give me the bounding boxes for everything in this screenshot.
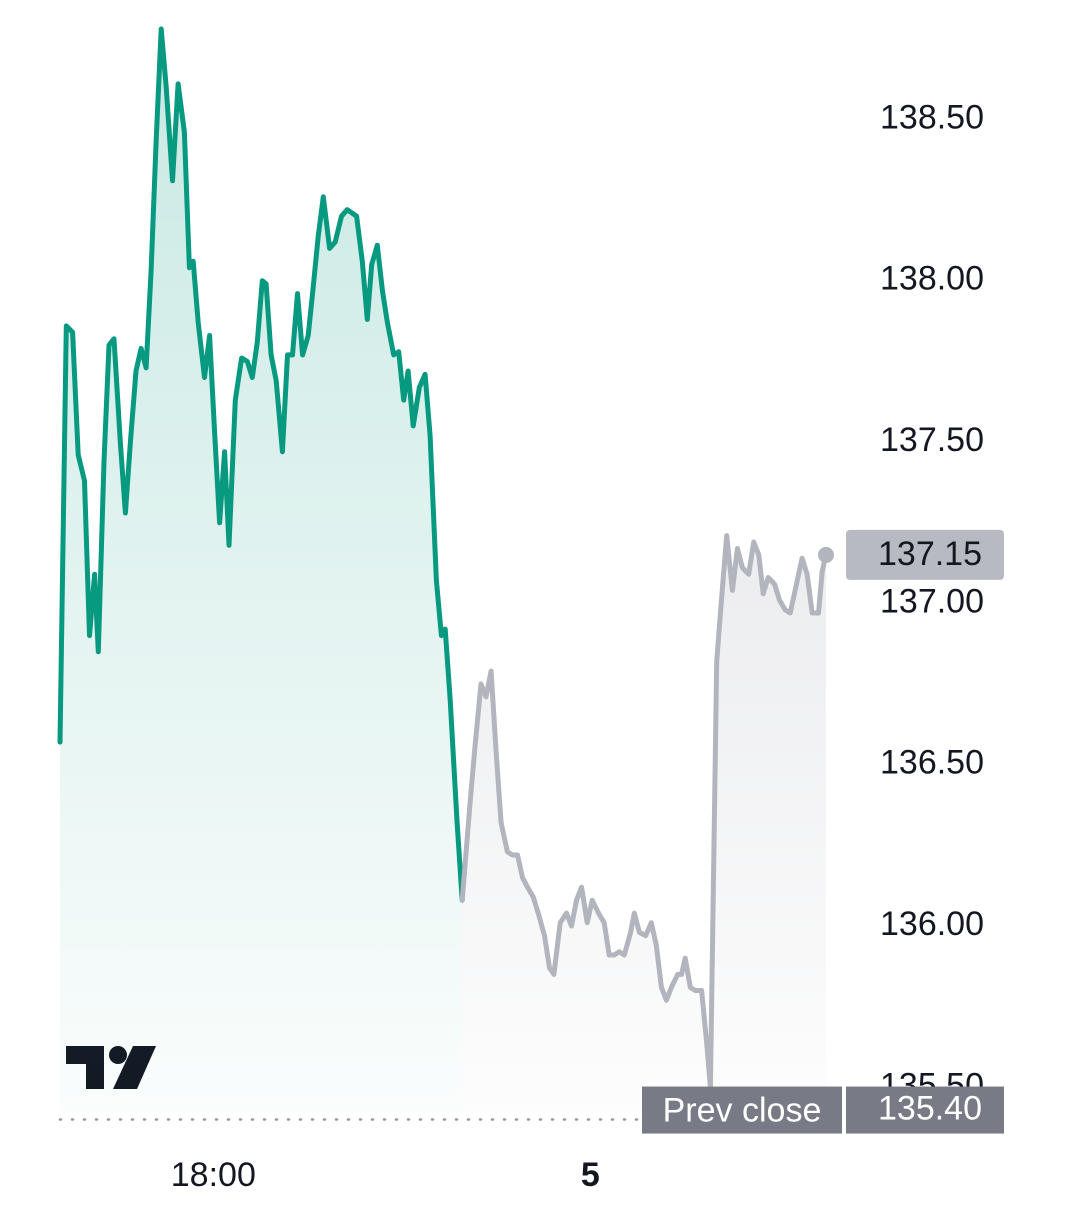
last-point (818, 546, 834, 563)
area (462, 535, 826, 1112)
line (57, 26, 465, 903)
y-tick-label: 137.50 (880, 421, 984, 459)
y-tick-label: 136.00 (880, 905, 984, 943)
line (459, 533, 829, 1090)
y-tick-label: 136.50 (880, 744, 984, 782)
y-tick-label: 138.00 (880, 260, 984, 298)
prev-close-value-badge (846, 1086, 1004, 1134)
prev-close-value: 135.40 (878, 1090, 982, 1128)
last-price-badge (846, 529, 1004, 580)
y-tick-label: 138.50 (880, 98, 984, 136)
last-price-label: 137.15 (878, 535, 982, 573)
prev-close-label: Prev close (663, 1092, 822, 1130)
y-tick-label: 137.00 (880, 582, 984, 620)
prev-close-badge (642, 1086, 842, 1134)
area (60, 29, 463, 1112)
x-tick-label: 5 (581, 1156, 600, 1194)
x-tick-label: 18:00 (171, 1156, 256, 1194)
